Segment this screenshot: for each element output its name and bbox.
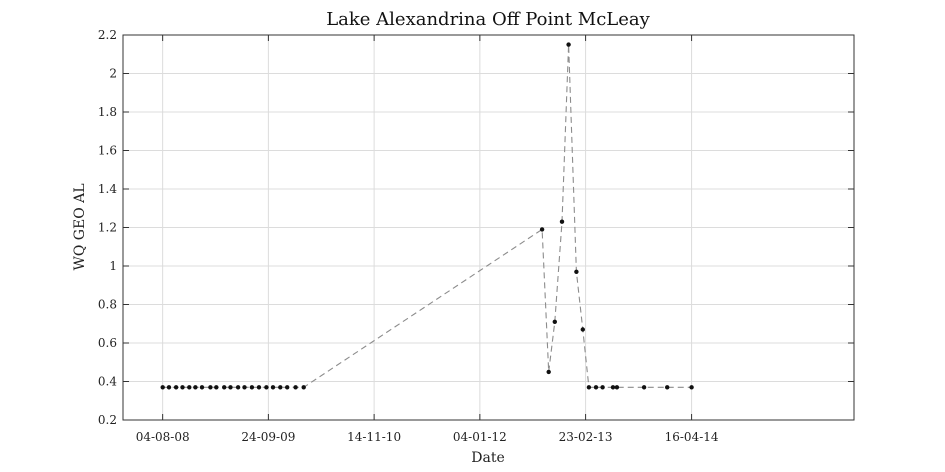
data-point xyxy=(208,385,213,390)
data-point xyxy=(214,385,219,390)
y-tick-label: 1.6 xyxy=(98,144,117,158)
data-point xyxy=(222,385,227,390)
y-tick-label: 0.8 xyxy=(98,298,117,312)
data-point xyxy=(539,227,545,232)
data-point xyxy=(665,385,670,390)
x-tick-label: 24-09-09 xyxy=(241,430,295,444)
data-point xyxy=(546,369,551,375)
x-axis-label: Date xyxy=(471,450,504,466)
data-point xyxy=(228,385,233,390)
data-point xyxy=(580,327,585,332)
data-point xyxy=(187,385,192,390)
data-point xyxy=(160,385,165,390)
x-tick-label: 04-01-12 xyxy=(453,430,507,444)
axes xyxy=(122,34,855,421)
data-point xyxy=(552,319,557,324)
data-point xyxy=(193,385,198,390)
data-point xyxy=(249,385,255,390)
data-point xyxy=(264,385,269,390)
data-point xyxy=(180,385,185,390)
data-point xyxy=(278,385,283,390)
series-layer xyxy=(160,42,694,390)
series-line xyxy=(162,44,692,388)
y-tick-label: 0.6 xyxy=(98,336,117,350)
data-point xyxy=(285,385,290,390)
data-point xyxy=(641,385,647,390)
y-tick-label: 1 xyxy=(109,259,117,273)
data-point xyxy=(166,385,172,390)
data-point xyxy=(199,385,205,390)
data-point xyxy=(574,269,579,274)
data-point xyxy=(600,385,605,390)
y-axis-label: WQ GEO AL xyxy=(72,183,88,270)
y-tick-label: 1.2 xyxy=(98,221,117,235)
data-point xyxy=(256,385,262,390)
x-tick-label: 16-04-14 xyxy=(665,430,719,444)
data-point xyxy=(610,385,616,390)
x-tick-label: 14-11-10 xyxy=(347,430,401,444)
data-point xyxy=(689,385,694,390)
y-tick-label: 1.8 xyxy=(98,105,117,119)
data-point xyxy=(242,385,247,390)
data-point xyxy=(593,385,599,390)
tick-labels: 0.2 0.4 0.6 0.8 1 1.2 1.4 1.6 1.8 2 2.2 04-08-08 24-… xyxy=(98,28,719,444)
chart-title: Lake Alexandrina Off Point McLeay xyxy=(326,9,650,30)
x-tick-label: 23-02-13 xyxy=(559,430,613,444)
data-point xyxy=(293,385,298,390)
data-point xyxy=(270,385,276,390)
plot-frame xyxy=(122,34,855,421)
y-tick-label: 0.2 xyxy=(98,413,117,427)
y-tick-label: 0.4 xyxy=(98,375,117,389)
y-tick-label: 2.2 xyxy=(98,28,117,42)
y-tick-label: 1.4 xyxy=(98,182,117,196)
y-tick-label: 2 xyxy=(109,67,117,81)
data-point xyxy=(566,42,571,47)
x-tick-label: 04-08-08 xyxy=(136,430,190,444)
data-point xyxy=(614,385,620,390)
data-point xyxy=(301,385,306,390)
data-point xyxy=(559,219,565,224)
data-point xyxy=(586,385,592,390)
data-point xyxy=(173,385,179,390)
data-point xyxy=(235,385,241,390)
